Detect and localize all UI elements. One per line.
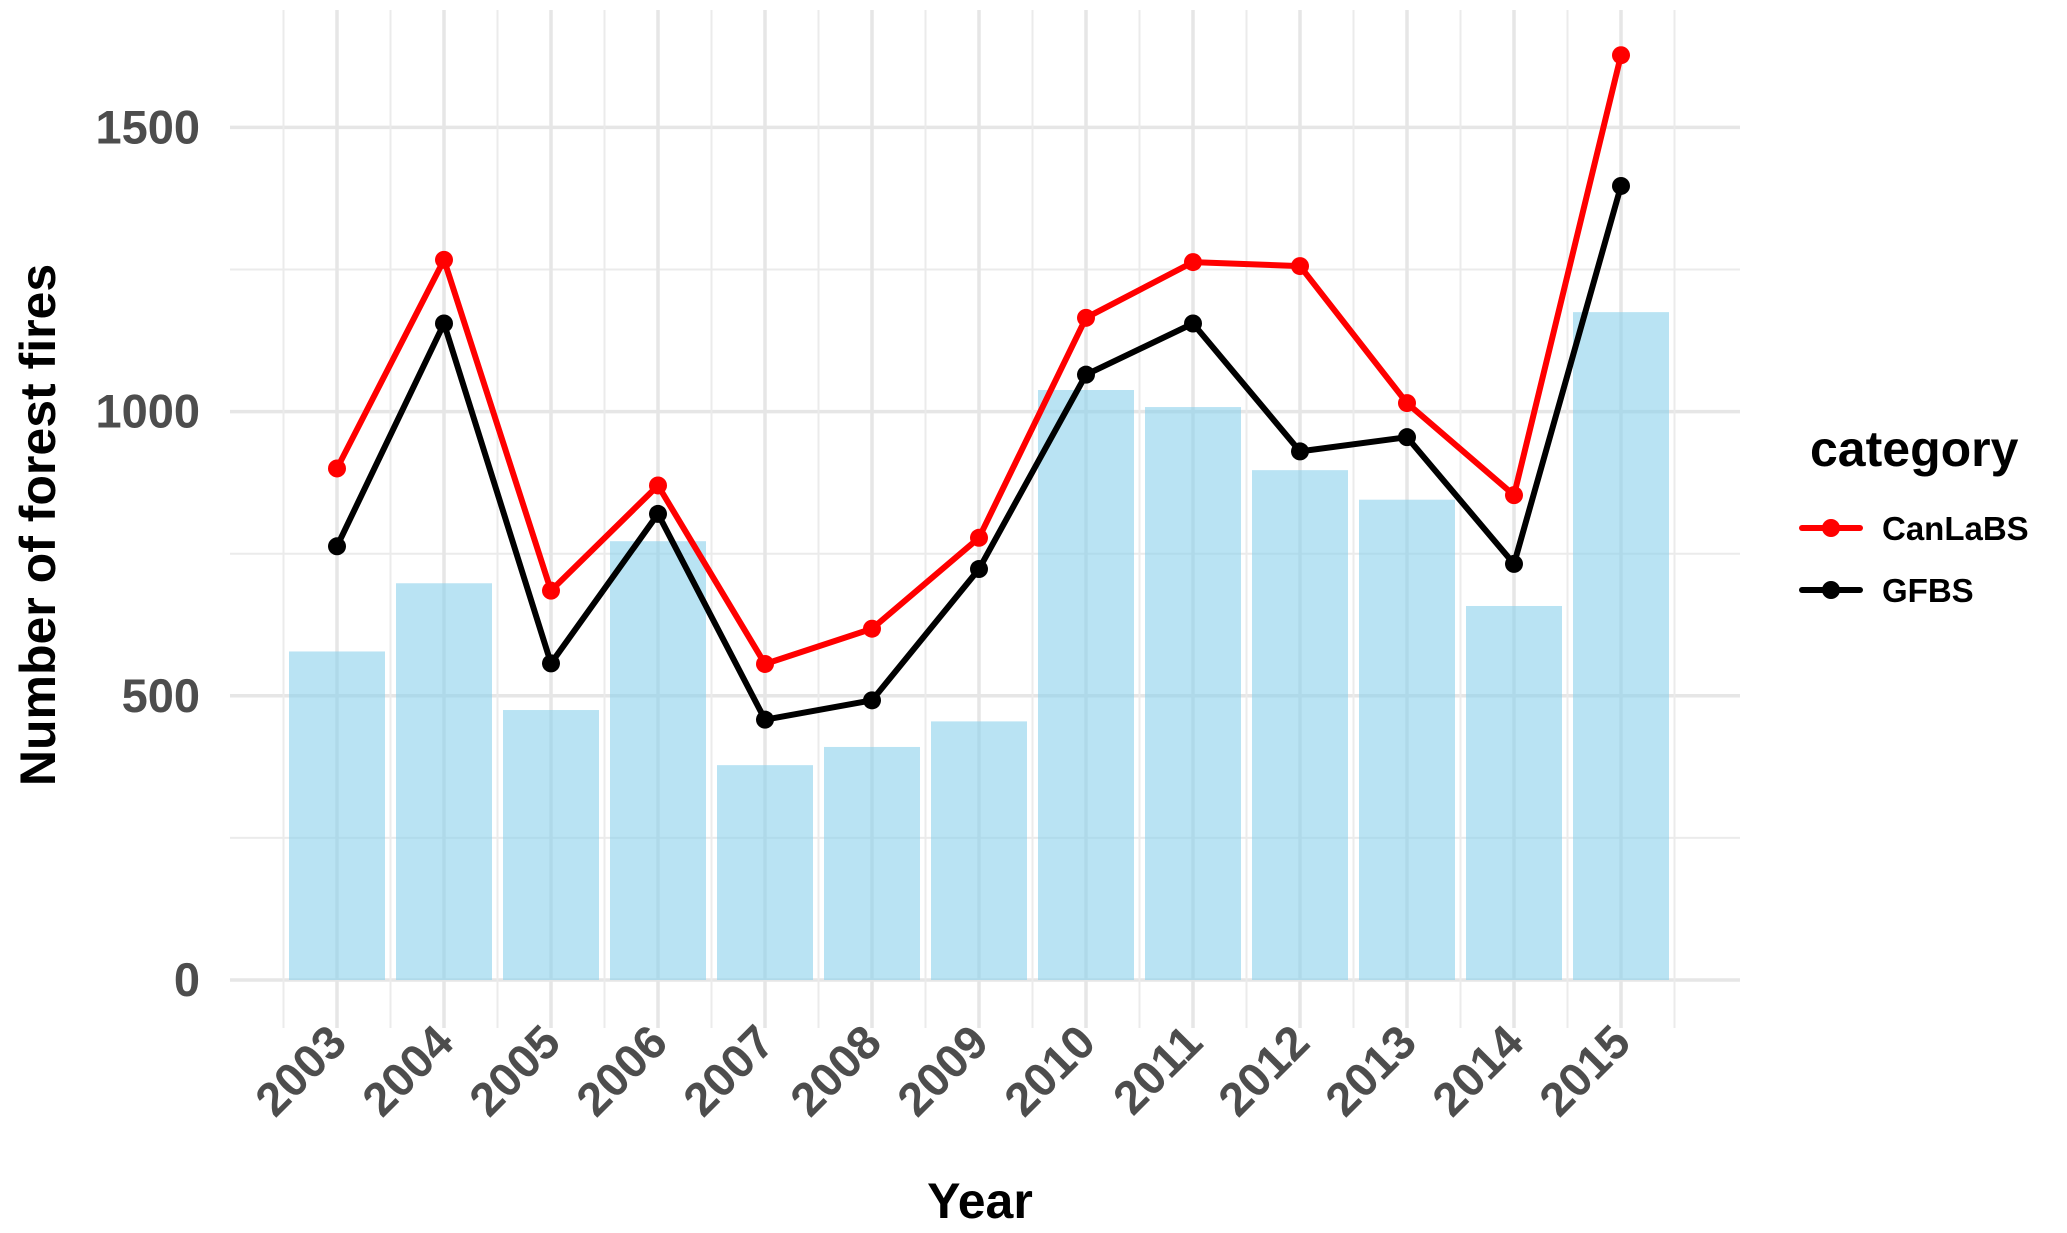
point-CanLaBS-2007: [756, 654, 774, 673]
bar-2011: [1145, 407, 1241, 980]
point-CanLaBS-2004: [435, 250, 453, 269]
legend-title: category: [1810, 421, 2019, 477]
point-GFBS-2014: [1505, 554, 1523, 573]
x-tick-label: 2003: [245, 1015, 356, 1126]
x-axis-title: Year: [927, 1173, 1033, 1228]
legend: category CanLaBS GFBS: [1799, 421, 2029, 609]
legend-key-point-GFBS: [1822, 581, 1840, 599]
bars: [289, 312, 1669, 980]
bar-2009: [931, 721, 1027, 980]
bar-2012: [1252, 470, 1348, 980]
point-CanLaBS-2010: [1077, 308, 1095, 327]
point-GFBS-2005: [542, 654, 560, 673]
y-axis-title: Number of forest fires: [10, 264, 66, 786]
legend-key-point-CanLaBS: [1822, 519, 1840, 537]
point-GFBS-2008: [863, 691, 881, 710]
x-tick-label: 2006: [566, 1015, 677, 1126]
series-points: [328, 46, 1630, 729]
x-tick-label: 2009: [887, 1015, 998, 1126]
point-GFBS-2007: [756, 710, 774, 729]
y-tick-label: 500: [122, 669, 200, 722]
point-GFBS-2009: [970, 560, 988, 579]
bar-2010: [1038, 390, 1134, 980]
point-GFBS-2015: [1612, 176, 1630, 195]
legend-label-CanLaBS: CanLaBS: [1882, 510, 2029, 547]
x-axis-ticks: 2003200420052006200720082009201020112012…: [245, 1015, 1640, 1126]
point-CanLaBS-2014: [1505, 486, 1523, 505]
x-tick-label: 2015: [1529, 1015, 1640, 1126]
x-tick-label: 2014: [1422, 1015, 1533, 1126]
x-tick-label: 2010: [994, 1015, 1105, 1126]
y-tick-label: 0: [174, 953, 200, 1006]
point-GFBS-2003: [328, 537, 346, 556]
bar-2005: [503, 710, 599, 980]
x-tick-label: 2011: [1102, 1015, 1212, 1125]
point-GFBS-2011: [1184, 314, 1202, 333]
y-tick-label: 1000: [95, 385, 200, 438]
point-CanLaBS-2009: [970, 528, 988, 547]
point-CanLaBS-2013: [1398, 394, 1416, 413]
point-GFBS-2004: [435, 314, 453, 333]
point-GFBS-2006: [649, 504, 667, 523]
point-CanLaBS-2012: [1291, 257, 1309, 276]
point-CanLaBS-2006: [649, 476, 667, 495]
point-CanLaBS-2008: [863, 619, 881, 638]
x-tick-label: 2013: [1315, 1015, 1426, 1126]
bar-2015: [1573, 312, 1669, 980]
x-tick-label: 2007: [673, 1015, 784, 1126]
bar-2004: [396, 583, 492, 980]
point-CanLaBS-2011: [1184, 253, 1202, 272]
x-tick-label: 2005: [459, 1015, 570, 1126]
x-tick-label: 2012: [1208, 1015, 1319, 1126]
point-CanLaBS-2015: [1612, 46, 1630, 65]
x-tick-label: 2004: [352, 1015, 463, 1126]
legend-label-GFBS: GFBS: [1882, 572, 1974, 609]
point-GFBS-2010: [1077, 365, 1095, 384]
bar-2003: [289, 651, 385, 980]
x-tick-label: 2008: [780, 1015, 891, 1126]
point-GFBS-2012: [1291, 442, 1309, 461]
bar-2006: [610, 541, 706, 980]
y-tick-label: 1500: [95, 100, 200, 153]
bar-2007: [717, 765, 813, 980]
bar-2014: [1466, 605, 1562, 980]
bar-2013: [1359, 499, 1455, 980]
point-CanLaBS-2003: [328, 459, 346, 478]
point-GFBS-2013: [1398, 428, 1416, 447]
y-axis-ticks: 0 500 1000 1500: [95, 100, 200, 1006]
bar-2008: [824, 746, 920, 980]
point-CanLaBS-2005: [542, 581, 560, 600]
legend-items: CanLaBS GFBS: [1799, 510, 2029, 609]
